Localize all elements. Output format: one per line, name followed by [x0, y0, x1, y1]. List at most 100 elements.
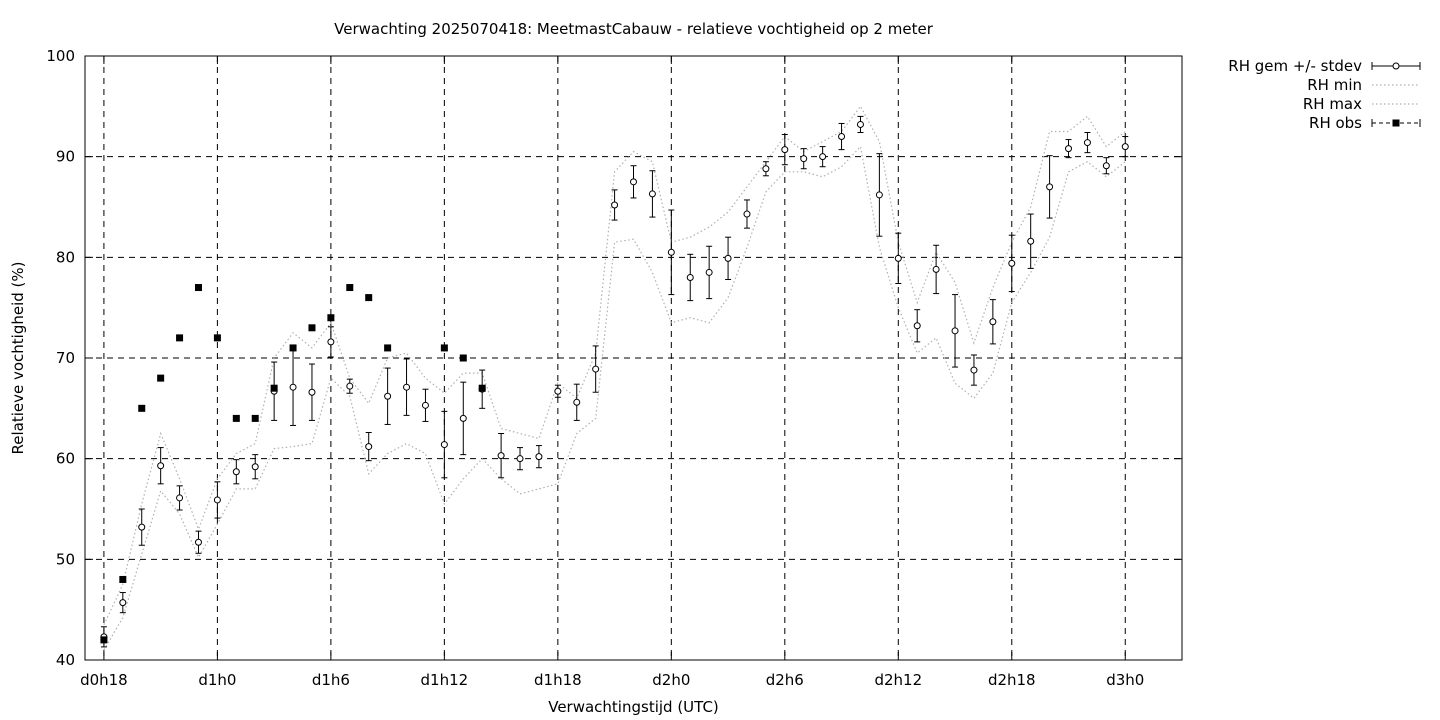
- mean-point: [838, 133, 846, 141]
- x-axis: d0h18 d1h0 d1h6 d1h12 d1h18 d2h0 d2h6 d2h12 d2h1…: [80, 56, 1144, 689]
- mean-point: [686, 273, 694, 281]
- mean-point: [421, 401, 429, 409]
- mean-point: [138, 523, 146, 531]
- mean-point: [194, 538, 202, 546]
- mean-point: [554, 387, 562, 395]
- y-tick-label: 90: [56, 148, 75, 166]
- mean-point: [1121, 143, 1129, 151]
- mean-point: [232, 468, 240, 476]
- obs-point: [459, 354, 467, 362]
- rh-max-line: [103, 105, 1126, 626]
- mean-point: [251, 463, 259, 471]
- mean-point: [157, 462, 165, 470]
- obs-point: [440, 344, 448, 352]
- x-tick-label: d2h18: [988, 671, 1036, 689]
- obs-point: [251, 414, 259, 422]
- obs-point: [119, 575, 127, 583]
- mean-point: [705, 268, 713, 276]
- mean-point: [781, 146, 789, 154]
- mean-point: [1027, 237, 1035, 245]
- y-tick-label: 70: [56, 349, 75, 367]
- y-tick-label: 60: [56, 450, 75, 468]
- mean-point: [611, 201, 619, 209]
- obs-point: [384, 344, 392, 352]
- obs-point: [308, 324, 316, 332]
- rh-min-series: [103, 145, 1126, 651]
- mean-point: [365, 443, 373, 451]
- mean-point: [743, 210, 751, 218]
- x-tick-label: d2h6: [766, 671, 804, 689]
- obs-point: [346, 284, 354, 292]
- mean-point: [648, 190, 656, 198]
- obs-point: [157, 374, 165, 382]
- x-axis-label: Verwachtingstijd (UTC): [548, 698, 719, 716]
- mean-point: [573, 398, 581, 406]
- mean-point: [894, 254, 902, 262]
- chart-title: Verwachting 2025070418: MeetmastCabauw -…: [334, 20, 934, 38]
- obs-point: [289, 344, 297, 352]
- rh-max-series: [103, 105, 1126, 626]
- mean-point: [762, 165, 770, 173]
- legend-label: RH obs: [1309, 114, 1362, 132]
- y-tick-label: 80: [56, 248, 75, 266]
- mean-point: [176, 494, 184, 502]
- mean-point: [951, 327, 959, 335]
- mean-point: [213, 496, 221, 504]
- x-tick-label: d1h0: [198, 671, 236, 689]
- obs-point: [232, 414, 240, 422]
- mean-point: [1065, 145, 1073, 153]
- legend-label: RH min: [1307, 76, 1362, 94]
- obs-point: [213, 334, 221, 342]
- mean-point: [970, 366, 978, 374]
- legend-marker: [1392, 62, 1400, 70]
- mean-point: [724, 254, 732, 262]
- mean-point: [384, 392, 392, 400]
- mean-point: [497, 452, 505, 460]
- obs-point: [327, 314, 335, 322]
- y-tick-label: 40: [56, 651, 75, 669]
- obs-point: [100, 636, 108, 644]
- x-tick-label: d1h18: [534, 671, 582, 689]
- x-tick-label: d1h12: [421, 671, 469, 689]
- mean-point: [327, 338, 335, 346]
- x-tick-label: d2h0: [652, 671, 690, 689]
- mean-point: [592, 365, 600, 373]
- mean-point: [308, 388, 316, 396]
- rh-mean-series: [100, 115, 1129, 648]
- mean-point: [989, 318, 997, 326]
- rh-min-line: [103, 145, 1126, 651]
- mean-point: [440, 441, 448, 449]
- mean-point: [800, 155, 808, 163]
- x-tick-label: d3h0: [1106, 671, 1144, 689]
- y-axis: 40 50 60 70 80 90 100: [46, 47, 1182, 669]
- mean-point: [630, 178, 637, 186]
- mean-point: [913, 322, 921, 330]
- legend-label: RH max: [1303, 95, 1362, 113]
- legend-marker: [1392, 119, 1400, 127]
- y-axis-label: Relatieve vochtigheid (%): [9, 261, 27, 454]
- mean-point: [346, 382, 354, 390]
- mean-point: [403, 383, 411, 391]
- mean-point: [119, 599, 127, 607]
- mean-point: [516, 455, 524, 463]
- obs-point: [138, 404, 146, 412]
- mean-point: [1008, 259, 1016, 267]
- mean-point: [875, 191, 883, 199]
- grid-lines: [85, 56, 1182, 660]
- mean-point: [819, 153, 827, 161]
- obs-point: [270, 384, 278, 392]
- x-tick-label: d2h12: [874, 671, 922, 689]
- mean-point: [932, 265, 940, 273]
- mean-point: [1083, 139, 1091, 147]
- x-tick-label: d1h6: [312, 671, 350, 689]
- obs-point: [176, 334, 184, 342]
- y-tick-label: 100: [46, 47, 75, 65]
- mean-point: [856, 120, 864, 128]
- y-tick-label: 50: [56, 550, 75, 568]
- rh-obs-series: [100, 284, 486, 644]
- mean-point: [667, 248, 675, 256]
- x-tick-label: d0h18: [80, 671, 128, 689]
- obs-point: [478, 384, 486, 392]
